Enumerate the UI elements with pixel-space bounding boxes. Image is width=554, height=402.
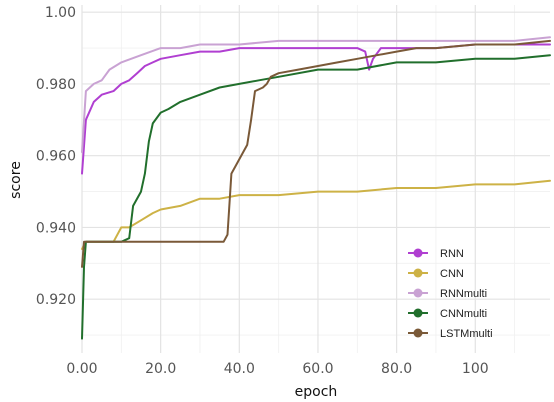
series-line-rnnmulti [81,36,551,154]
y-tick-label: 0.960 [36,149,76,165]
legend-label-rnn: RNN [440,248,464,260]
x-tick-label: 20.0 [145,361,176,377]
series-line-cnn [81,179,551,250]
legend-label-rnnmulti: RNNmulti [440,288,487,300]
y-tick-label: 1.00 [45,5,76,21]
legend-marker-rnnmulti [413,288,423,298]
series-line-lstmmulti [81,39,551,268]
grid [81,5,550,353]
y-axis-title: score [8,161,24,199]
series-lines [81,36,551,340]
x-tick-label: 60.0 [302,361,333,377]
series-line-rnn [81,43,551,175]
x-tick-label: 80.0 [381,361,412,377]
legend-label-cnnmulti: CNNmulti [440,308,487,320]
legend: RNN CNN RNNmulti CNNmulti LSTMmulti [408,248,493,340]
legend-marker-rnn [413,248,423,258]
x-tick-label: 100 [462,361,489,377]
legend-marker-cnnmulti [413,308,423,318]
x-tick-label: 40.0 [224,361,255,377]
y-tick-label: 0.920 [36,292,76,308]
y-tick-label: 0.980 [36,77,76,93]
legend-label-cnn: CNN [440,268,464,280]
x-axis-title: epoch [295,384,338,400]
x-axis-ticks: 0.00 20.0 40.0 60.0 80.0 100 [66,361,488,377]
legend-marker-lstmmulti [413,328,423,338]
legend-label-lstmmulti: LSTMmulti [440,328,493,340]
legend-marker-cnn [413,268,423,278]
x-tick-label: 0.00 [66,361,97,377]
y-axis-ticks: 0.920 0.940 0.960 0.980 1.00 [36,5,76,308]
y-tick-label: 0.940 [36,220,76,236]
